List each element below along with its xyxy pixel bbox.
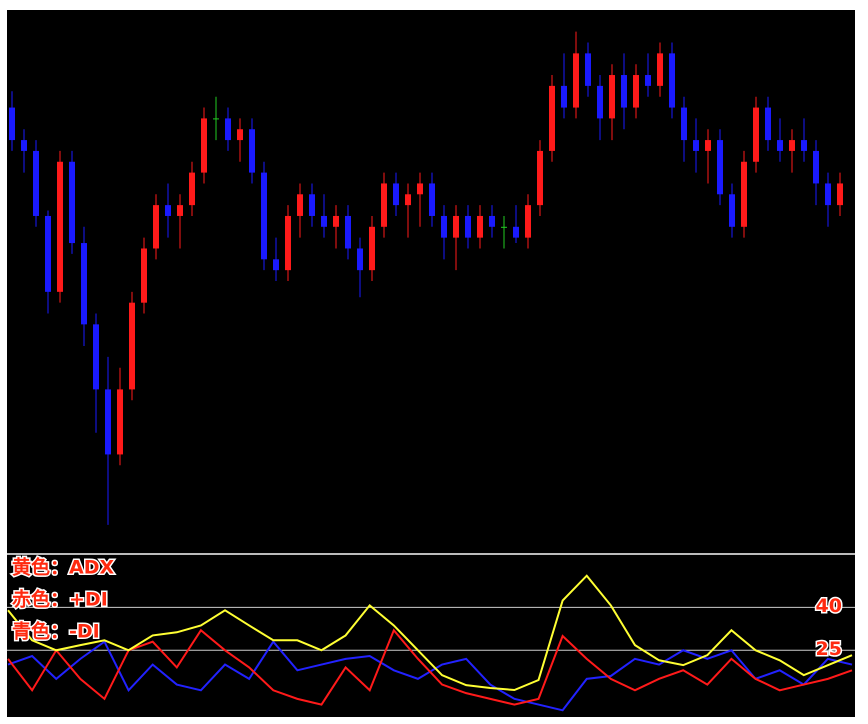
legend-entry: 黄色：ADX xyxy=(12,556,114,579)
candle-body xyxy=(801,140,807,151)
chart-background xyxy=(7,10,855,717)
candle-body xyxy=(357,248,363,271)
candle-body xyxy=(213,118,219,120)
candle-body xyxy=(705,140,711,151)
candle-body xyxy=(177,205,183,216)
candle-body xyxy=(129,302,135,390)
candle-body xyxy=(21,140,27,151)
candle-body xyxy=(657,53,663,86)
candle-body xyxy=(777,140,783,151)
candle-body xyxy=(609,75,615,119)
candle-body xyxy=(621,75,627,108)
candle-body xyxy=(153,205,159,249)
legend-entry: 赤色：+DI xyxy=(12,588,108,611)
candle-body xyxy=(249,129,255,173)
level-label: 25 xyxy=(816,638,842,660)
candle-body xyxy=(69,161,75,244)
candle-body xyxy=(537,150,543,206)
candle-body xyxy=(117,389,123,455)
candle-body xyxy=(501,226,507,228)
candle-body xyxy=(513,226,519,238)
candle-body xyxy=(753,107,759,162)
candle-body xyxy=(729,194,735,227)
candle-body xyxy=(669,53,675,108)
candle-body xyxy=(597,85,603,119)
candle-body xyxy=(57,161,63,292)
candle-body xyxy=(309,194,315,216)
candle-body xyxy=(33,150,39,216)
candle-body xyxy=(321,215,327,227)
candle-body xyxy=(9,107,15,141)
candle-body xyxy=(441,215,447,238)
candle-body xyxy=(453,215,459,238)
candle-body xyxy=(837,183,843,206)
candle-body xyxy=(717,140,723,195)
candle-body xyxy=(393,183,399,206)
candle-body xyxy=(417,183,423,195)
candle-body xyxy=(105,389,111,455)
candle-body xyxy=(489,215,495,227)
candle-body xyxy=(645,75,651,86)
candle-body xyxy=(201,118,207,173)
indicator-line xyxy=(7,628,853,706)
candle-body xyxy=(633,75,639,108)
legend-entry: 青色：-DI xyxy=(12,620,100,643)
candle-body xyxy=(789,140,795,151)
candle-body xyxy=(549,85,555,151)
candle-body xyxy=(573,53,579,108)
candle-body xyxy=(285,215,291,271)
candle-body xyxy=(405,194,411,206)
candle-body xyxy=(681,107,687,141)
candle-body xyxy=(189,172,195,206)
candle-body xyxy=(585,53,591,86)
indicator-line xyxy=(7,574,853,692)
candle-body xyxy=(261,172,267,260)
candle-body xyxy=(165,205,171,216)
candle-body xyxy=(297,194,303,216)
candle-body xyxy=(813,150,819,184)
candle-body xyxy=(93,324,99,390)
candle-body xyxy=(225,118,231,141)
candle-body xyxy=(237,129,243,141)
level-label: 40 xyxy=(816,595,842,617)
candle-body xyxy=(741,161,747,227)
candle-body xyxy=(141,248,147,303)
candle-body xyxy=(333,215,339,227)
candle-body xyxy=(765,107,771,141)
candle-body xyxy=(561,85,567,108)
candle-body xyxy=(273,259,279,271)
candle-body xyxy=(693,140,699,151)
candle-body xyxy=(525,205,531,238)
candle-body xyxy=(81,243,87,325)
candle-body xyxy=(477,215,483,238)
candle-body xyxy=(369,226,375,271)
candle-body xyxy=(429,183,435,216)
candle-body xyxy=(45,215,51,292)
candle-body xyxy=(825,183,831,206)
candle-body xyxy=(345,215,351,249)
candle-body xyxy=(381,183,387,227)
candle-body xyxy=(465,215,471,238)
